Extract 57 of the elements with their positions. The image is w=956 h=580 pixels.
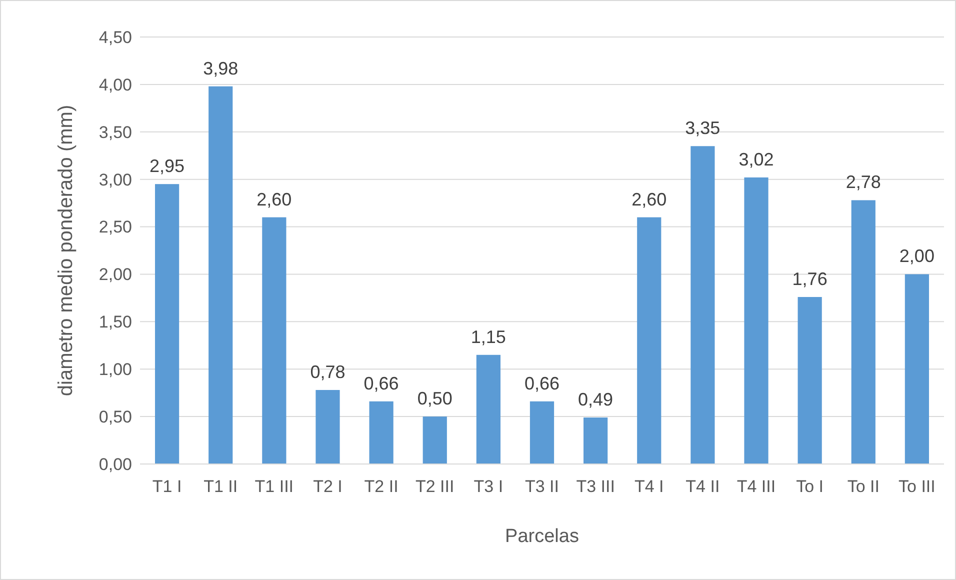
y-tick-label: 1,50 [98,312,132,332]
bar [208,86,233,464]
bar [422,416,447,464]
bar [637,217,662,464]
y-tick-label: 3,50 [98,122,132,142]
bar [369,401,394,464]
bar [262,217,286,464]
y-tick-label: 4,00 [98,75,132,94]
data-label: 0,66 [524,373,560,394]
data-label: 1,15 [470,326,506,347]
x-tick-label: T1 II [204,477,238,496]
bar [316,390,340,464]
y-tick-label: 0,00 [98,454,132,474]
x-tick-label: T1 III [254,477,294,496]
x-tick-label: T3 III [576,477,615,496]
data-label: 3,02 [738,149,774,170]
x-tick-label: T3 I [474,477,504,496]
x-axis-title: Parcelas [505,526,579,547]
x-tick-label: T2 I [313,477,342,496]
bar [530,401,554,464]
bar [155,184,180,464]
bar [798,296,822,464]
data-label: 0,49 [578,390,614,410]
x-tick-label: T4 III [736,477,776,496]
data-label: 3,98 [203,58,238,78]
data-label: 0,78 [310,362,346,382]
data-label: 2,95 [150,156,185,176]
data-label: 1,76 [792,268,828,289]
bar [690,146,715,464]
data-label: 2,78 [846,172,881,192]
bar [904,274,929,464]
x-tick-label: To I [796,477,824,496]
x-tick-label: To II [847,477,880,496]
x-tick-label: To III [898,477,936,496]
y-tick-label: 2,00 [98,265,132,284]
y-tick-label: 1,00 [98,360,132,380]
x-tick-label: T4 II [686,477,720,496]
x-tick-label: T2 III [416,477,454,496]
data-label: 0,66 [364,373,399,394]
bar [476,354,500,464]
y-tick-label: 2,50 [98,218,132,237]
y-axis-title: diametro medio ponderado (mm) [55,104,77,396]
data-label: 2,00 [899,246,934,266]
y-tick-label: 3,00 [98,170,132,190]
x-tick-label: T2 II [364,477,398,496]
bar [744,177,768,464]
x-tick-label: T4 I [634,477,664,496]
y-tick-label: 0,50 [98,408,132,427]
x-tick-label: T1 I [152,477,182,496]
y-tick-label: 4,50 [98,28,132,47]
data-label: 3,35 [685,118,720,138]
bar [584,418,608,464]
data-label: 2,60 [256,189,292,210]
data-label: 2,60 [632,189,667,210]
x-tick-label: T3 II [524,477,560,496]
data-label: 0,50 [417,388,452,409]
bar [851,200,876,464]
